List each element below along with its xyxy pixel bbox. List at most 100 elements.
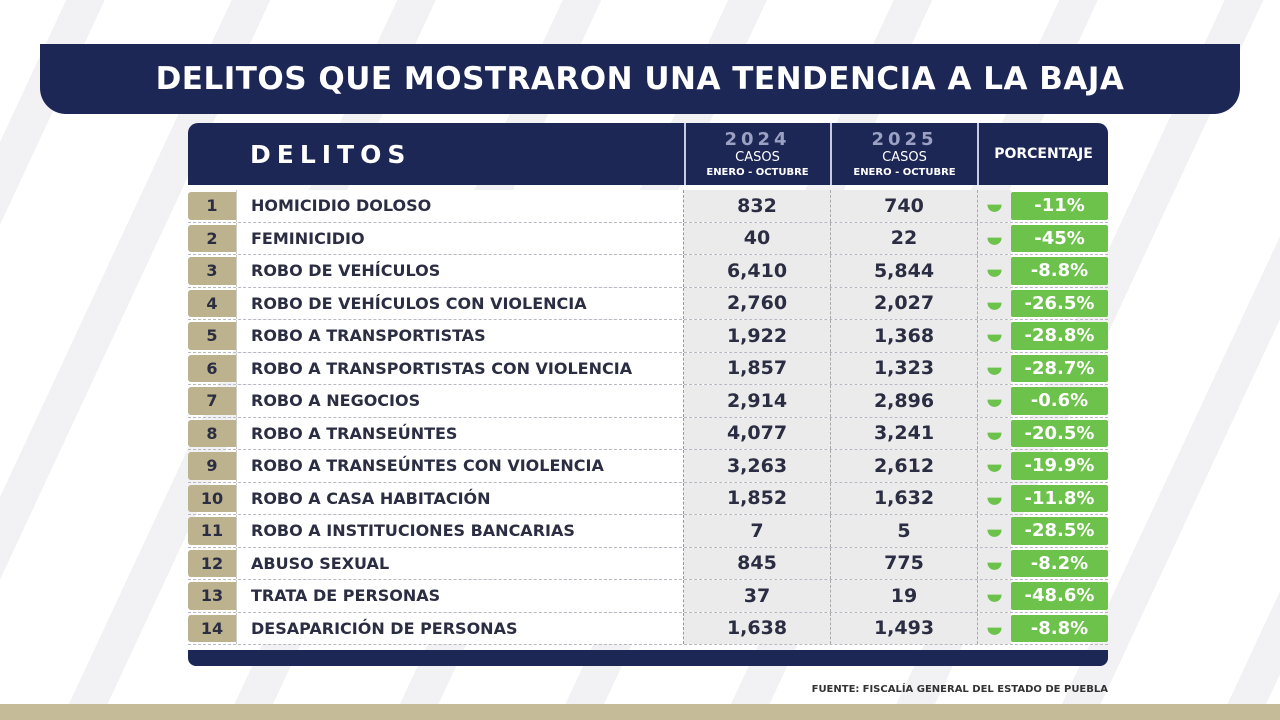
cases-2025: 3,241 <box>831 417 978 449</box>
crime-name: ROBO DE VEHÍCULOS <box>236 255 684 287</box>
cases-2025: 2,027 <box>831 287 978 319</box>
cases-2024: 40 <box>684 222 831 254</box>
row-number: 6 <box>188 354 236 382</box>
table-row: 9 ROBO A TRANSEÚNTES CON VIOLENCIA 3,263… <box>188 450 1108 483</box>
double-chevron-down-icon: ⯋ <box>978 482 1011 514</box>
cases-2024: 2,760 <box>684 287 831 319</box>
source-note: FUENTE: FISCALÍA GENERAL DEL ESTADO DE P… <box>812 684 1108 695</box>
row-number: 3 <box>188 257 236 285</box>
table-row: 11 ROBO A INSTITUCIONES BANCARIAS 7 5 ⯋ … <box>188 515 1108 548</box>
percent-change: -8.2% <box>1011 549 1108 577</box>
table-row: 10 ROBO A CASA HABITACIÓN 1,852 1,632 ⯋ … <box>188 482 1108 515</box>
double-chevron-down-icon: ⯋ <box>978 547 1011 579</box>
cases-2025: 2,612 <box>831 450 978 482</box>
double-chevron-down-icon: ⯋ <box>978 352 1011 384</box>
row-number: 1 <box>188 192 236 220</box>
cases-2025: 1,493 <box>831 612 978 644</box>
source-label: FUENTE: <box>811 684 860 695</box>
double-chevron-down-icon: ⯋ <box>978 190 1011 222</box>
percent-change: -20.5% <box>1011 419 1108 447</box>
table-row: 1 HOMICIDIO DOLOSO 832 740 ⯋ -11% <box>188 190 1108 223</box>
double-chevron-down-icon: ⯋ <box>978 515 1011 547</box>
cases-2024: 2,914 <box>684 385 831 417</box>
row-number: 5 <box>188 322 236 350</box>
cases-2025: 740 <box>831 190 978 222</box>
source-text: FISCALÍA GENERAL DEL ESTADO DE PUEBLA <box>862 684 1108 695</box>
cases-2025: 19 <box>831 580 978 612</box>
double-chevron-down-icon: ⯋ <box>978 417 1011 449</box>
row-number: 13 <box>188 582 236 610</box>
table-row: 4 ROBO DE VEHÍCULOS CON VIOLENCIA 2,760 … <box>188 287 1108 320</box>
percent-change: -8.8% <box>1011 614 1108 642</box>
crime-name: ROBO A TRANSEÚNTES CON VIOLENCIA <box>236 450 684 482</box>
table-row: 3 ROBO DE VEHÍCULOS 6,410 5,844 ⯋ -8.8% <box>188 255 1108 288</box>
casos-label: CASOS <box>735 149 780 165</box>
cases-2025: 1,368 <box>831 320 978 352</box>
year-2024: 2024 <box>724 128 791 150</box>
header-2025: 2025 CASOS ENERO - OCTUBRE <box>831 123 978 185</box>
table-row: 2 FEMINICIDIO 40 22 ⯋ -45% <box>188 222 1108 255</box>
cases-2024: 845 <box>684 547 831 579</box>
double-chevron-down-icon: ⯋ <box>978 580 1011 612</box>
cases-2024: 37 <box>684 580 831 612</box>
row-number: 7 <box>188 387 236 415</box>
row-number: 9 <box>188 452 236 480</box>
cases-2025: 5 <box>831 515 978 547</box>
row-number: 2 <box>188 224 236 252</box>
row-number: 14 <box>188 614 236 642</box>
cases-2024: 1,638 <box>684 612 831 644</box>
header-delitos: DELITOS <box>250 139 412 169</box>
cases-2025: 775 <box>831 547 978 579</box>
double-chevron-down-icon: ⯋ <box>978 222 1011 254</box>
percent-change: -11% <box>1011 192 1108 220</box>
cases-2024: 4,077 <box>684 417 831 449</box>
cases-2024: 6,410 <box>684 255 831 287</box>
table-row: 7 ROBO A NEGOCIOS 2,914 2,896 ⯋ -0.6% <box>188 385 1108 418</box>
cases-2024: 1,852 <box>684 482 831 514</box>
table-footer-bar <box>188 650 1108 666</box>
crime-name: ABUSO SEXUAL <box>236 547 684 579</box>
percent-change: -45% <box>1011 224 1108 252</box>
periodo-label: ENERO - OCTUBRE <box>706 166 809 178</box>
percent-change: -28.8% <box>1011 322 1108 350</box>
percent-change: -8.8% <box>1011 257 1108 285</box>
divider <box>830 123 832 185</box>
table-row: 5 ROBO A TRANSPORTISTAS 1,922 1,368 ⯋ -2… <box>188 320 1108 353</box>
double-chevron-down-icon: ⯋ <box>978 287 1011 319</box>
cases-2025: 22 <box>831 222 978 254</box>
percent-change: -48.6% <box>1011 582 1108 610</box>
crime-name: DESAPARICIÓN DE PERSONAS <box>236 612 684 644</box>
table-header: DELITOS 2024 CASOS ENERO - OCTUBRE 2025 … <box>188 123 1108 185</box>
row-number: 11 <box>188 517 236 545</box>
table-row: 12 ABUSO SEXUAL 845 775 ⯋ -8.2% <box>188 547 1108 580</box>
percent-change: -28.7% <box>1011 354 1108 382</box>
row-number: 4 <box>188 289 236 317</box>
table-row: 13 TRATA DE PERSONAS 37 19 ⯋ -48.6% <box>188 580 1108 613</box>
crime-name: ROBO A CASA HABITACIÓN <box>236 482 684 514</box>
divider <box>684 123 686 185</box>
table-row: 14 DESAPARICIÓN DE PERSONAS 1,638 1,493 … <box>188 612 1108 645</box>
crime-name: ROBO A INSTITUCIONES BANCARIAS <box>236 515 684 547</box>
crime-name: ROBO A TRANSPORTISTAS CON VIOLENCIA <box>236 352 684 384</box>
percent-change: -26.5% <box>1011 289 1108 317</box>
year-2025: 2025 <box>871 128 938 150</box>
crime-name: FEMINICIDIO <box>236 222 684 254</box>
double-chevron-down-icon: ⯋ <box>978 612 1011 644</box>
cases-2024: 7 <box>684 515 831 547</box>
periodo-label: ENERO - OCTUBRE <box>853 166 956 178</box>
cases-2024: 1,922 <box>684 320 831 352</box>
percent-change: -0.6% <box>1011 387 1108 415</box>
cases-2024: 1,857 <box>684 352 831 384</box>
cases-2025: 1,323 <box>831 352 978 384</box>
percent-change: -28.5% <box>1011 517 1108 545</box>
table-row: 8 ROBO A TRANSEÚNTES 4,077 3,241 ⯋ -20.5… <box>188 417 1108 450</box>
crime-name: ROBO DE VEHÍCULOS CON VIOLENCIA <box>236 287 684 319</box>
double-chevron-down-icon: ⯋ <box>978 320 1011 352</box>
cases-2025: 1,632 <box>831 482 978 514</box>
casos-label: CASOS <box>882 149 927 165</box>
percent-change: -19.9% <box>1011 452 1108 480</box>
double-chevron-down-icon: ⯋ <box>978 450 1011 482</box>
table-row: 6 ROBO A TRANSPORTISTAS CON VIOLENCIA 1,… <box>188 352 1108 385</box>
crime-name: ROBO A NEGOCIOS <box>236 385 684 417</box>
cases-2025: 5,844 <box>831 255 978 287</box>
